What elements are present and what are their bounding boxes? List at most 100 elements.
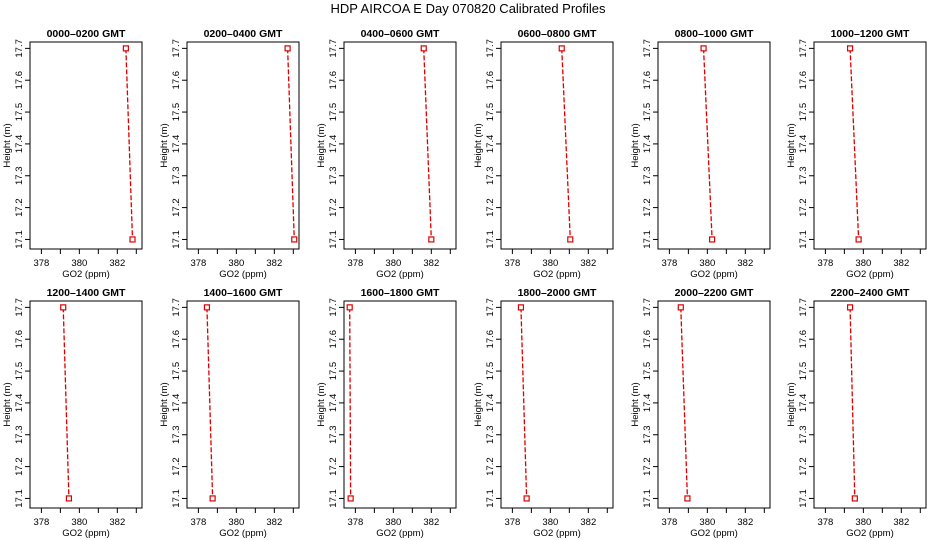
profile-line	[849, 48, 860, 240]
y-axis-label: Height (m)	[630, 123, 641, 167]
x-tick-label: 378	[504, 258, 520, 269]
data-point	[65, 495, 73, 502]
data-point	[855, 236, 862, 243]
y-tick-label: 17.5	[171, 103, 182, 122]
y-tick-label: 17.2	[171, 198, 182, 217]
y-tick-label: 17.1	[798, 489, 809, 508]
y-tick-label: 17.4	[328, 135, 339, 154]
x-axis-label: GO2 (ppm)	[219, 269, 267, 280]
x-tick-label: 382	[109, 258, 125, 269]
y-tick-label: 17.3	[14, 426, 25, 445]
y-tick-label: 17.6	[642, 71, 653, 90]
x-tick-label: 378	[817, 517, 833, 528]
y-tick-label: 17.5	[328, 103, 339, 122]
data-point	[209, 495, 216, 502]
y-tick-label: 17.5	[798, 103, 809, 122]
y-tick-label: 17.6	[328, 71, 339, 90]
data-point	[346, 304, 353, 311]
profile-line	[702, 48, 713, 240]
y-tick-label: 17.1	[14, 489, 25, 508]
y-tick-label: 17.6	[798, 330, 809, 349]
y-tick-label: 17.5	[798, 362, 809, 381]
x-tick-label: 380	[699, 517, 715, 528]
panel-title: 1200–1400 GMT	[47, 287, 126, 299]
y-axis-label: Height (m)	[2, 382, 13, 426]
plot-frame	[186, 300, 300, 509]
y-tick-label: 17.2	[642, 457, 653, 476]
y-tick-label: 17.7	[485, 298, 496, 317]
y-tick-label: 17.7	[328, 39, 339, 58]
y-tick-label: 17.4	[328, 394, 339, 413]
x-tick-label: 378	[817, 258, 833, 269]
x-axis-label: GO2 (ppm)	[533, 269, 581, 280]
y-axis-label: Height (m)	[316, 123, 327, 167]
x-tick-label: 378	[347, 258, 363, 269]
y-tick-label: 17.4	[171, 135, 182, 154]
data-point	[700, 45, 707, 52]
x-tick-label: 382	[266, 258, 282, 269]
y-tick-label: 17.2	[485, 457, 496, 476]
y-tick-label: 17.7	[171, 39, 182, 58]
x-tick-label: 378	[661, 517, 677, 528]
x-tick-label: 380	[542, 517, 558, 528]
profile-line	[349, 307, 352, 499]
profile-line	[849, 307, 856, 499]
x-tick-label: 382	[423, 258, 439, 269]
x-tick-label: 382	[580, 517, 596, 528]
data-point	[60, 304, 67, 311]
x-tick-label: 380	[71, 517, 87, 528]
y-axis-label: Height (m)	[473, 382, 484, 426]
plot-frame	[657, 300, 771, 509]
y-tick-label: 17.2	[798, 457, 809, 476]
y-tick-label: 17.1	[642, 230, 653, 249]
x-tick-label: 380	[542, 258, 558, 269]
data-point	[523, 495, 530, 502]
data-point	[347, 495, 354, 502]
data-point	[420, 45, 427, 52]
y-tick-label: 17.1	[14, 230, 25, 249]
plot-frame	[29, 41, 143, 250]
y-tick-label: 17.2	[14, 457, 25, 476]
data-point	[517, 304, 525, 311]
y-tick-label: 17.4	[798, 135, 809, 154]
x-tick-label: 380	[855, 517, 871, 528]
y-tick-label: 17.5	[14, 103, 25, 122]
y-tick-label: 17.4	[485, 135, 496, 154]
data-point	[428, 236, 435, 243]
y-tick-label: 17.3	[171, 426, 182, 445]
panel-title: 1400–1600 GMT	[204, 287, 283, 299]
panel-title: 0000–0200 GMT	[47, 28, 126, 40]
y-axis-label: Height (m)	[786, 123, 797, 167]
x-tick-label: 382	[580, 258, 596, 269]
y-tick-label: 17.5	[171, 362, 182, 381]
x-axis-label: GO2 (ppm)	[690, 269, 738, 280]
panel-title: 0200–0400 GMT	[204, 28, 283, 40]
panel-title: 0800–1000 GMT	[675, 28, 754, 40]
y-tick-label: 17.7	[485, 39, 496, 58]
y-tick-label: 17.2	[485, 198, 496, 217]
y-tick-label: 17.4	[798, 394, 809, 413]
x-tick-label: 382	[893, 517, 909, 528]
y-tick-label: 17.5	[642, 103, 653, 122]
x-tick-label: 382	[893, 258, 909, 269]
data-point	[558, 45, 565, 52]
profile-line	[423, 48, 432, 240]
y-tick-label: 17.6	[485, 71, 496, 90]
y-axis-label: Height (m)	[786, 382, 797, 426]
y-tick-label: 17.3	[798, 426, 809, 445]
figure-title: HDP AIRCOA E Day 070820 Calibrated Profi…	[330, 1, 606, 16]
plot-frame	[500, 300, 614, 509]
x-axis-label: GO2 (ppm)	[376, 269, 424, 280]
x-tick-label: 378	[190, 517, 206, 528]
x-tick-label: 378	[504, 517, 520, 528]
profile-line	[561, 48, 571, 240]
plot-frame	[29, 300, 143, 509]
panel-title: 1800–2000 GMT	[518, 287, 597, 299]
panel-title: 1000–1200 GMT	[831, 28, 910, 40]
